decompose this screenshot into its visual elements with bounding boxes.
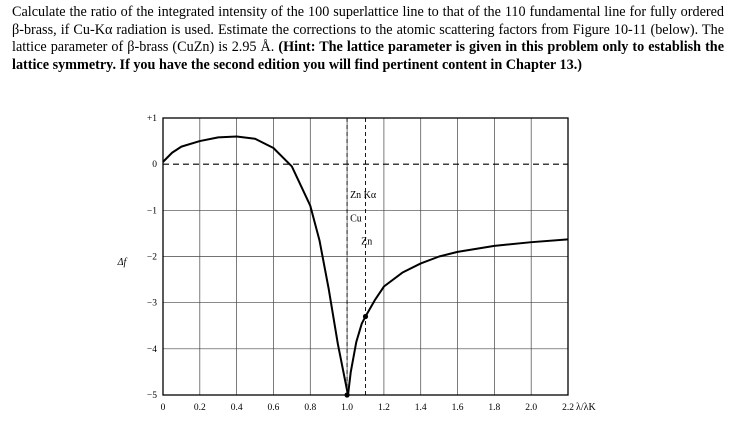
chart-curves xyxy=(162,135,569,398)
problem-hint: (Hint: The lattice parameter is given in… xyxy=(12,39,724,73)
chart-annotations: Zn Kα Cu Zn xyxy=(350,190,377,247)
x-tick-label: 0.2 xyxy=(194,403,206,413)
chart-frame xyxy=(162,117,569,396)
y-tick-label: −5 xyxy=(147,391,157,401)
x-tick-label: 2.2 xyxy=(562,403,574,413)
x-tick-label: 2.0 xyxy=(525,403,537,413)
chart-grid xyxy=(163,117,568,396)
x-tick-label: 1.8 xyxy=(488,403,500,413)
x-tick-label: 0.4 xyxy=(231,403,243,413)
data-point xyxy=(344,392,350,398)
y-tick-label: −3 xyxy=(147,299,157,309)
x-tick-label: 0.8 xyxy=(304,403,316,413)
plot-border xyxy=(162,117,569,396)
x-axis-label: λ/λK xyxy=(576,402,596,413)
x-tick-label: 1.0 xyxy=(341,403,353,413)
data-series-line xyxy=(162,135,349,396)
y-tick-label: −1 xyxy=(147,206,157,216)
annotation-label: Zn xyxy=(361,236,372,247)
x-tick-label: 1.2 xyxy=(378,403,390,413)
chart-ticks: 0 0.2 0.4 0.6 0.8 1.0 1.2 1.4 1.6 1.8 2.0 2.2 λ/λK +1… xyxy=(117,114,597,413)
y-tick-label: +1 xyxy=(147,114,157,124)
x-tick-label: 0.6 xyxy=(268,403,280,413)
problem-statement: Calculate the ratio of the integrated in… xyxy=(12,4,724,74)
problem-text: Calculate the ratio of the integrated in… xyxy=(12,4,724,55)
data-point xyxy=(362,313,369,320)
x-tick-label: 1.4 xyxy=(415,403,427,413)
data-series-line xyxy=(347,238,569,396)
y-tick-label: −2 xyxy=(147,253,157,263)
y-tick-label: 0 xyxy=(152,160,157,170)
y-axis-label: Δf xyxy=(117,257,128,268)
annotation-label: Zn Kα xyxy=(350,190,377,201)
x-tick-label: 0 xyxy=(161,403,166,413)
x-tick-label: 1.6 xyxy=(452,403,464,413)
annotation-label: Cu xyxy=(350,213,362,224)
y-tick-label: −4 xyxy=(147,345,157,355)
